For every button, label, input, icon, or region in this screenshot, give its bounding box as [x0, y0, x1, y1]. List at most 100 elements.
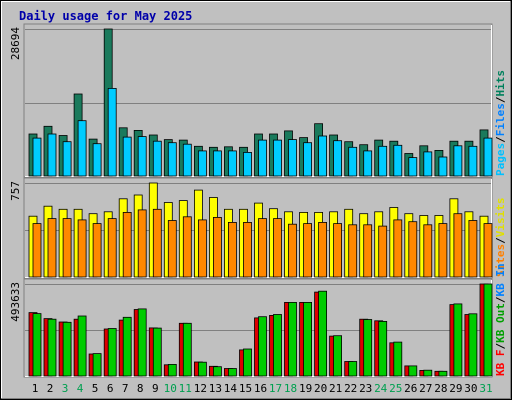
x-tick-label-day-17: 17	[269, 382, 282, 395]
panel-legend: Sites/Visits	[494, 198, 507, 278]
bar-sites-day-19	[303, 223, 313, 278]
x-tick-label-day-2: 2	[47, 382, 54, 395]
bar-kb-out-day-28	[438, 370, 448, 377]
x-tick-label-day-12: 12	[194, 382, 207, 395]
legend-entry: Sites	[494, 244, 507, 277]
bar-kb-out-day-14	[227, 368, 237, 377]
legend-entry: /	[494, 136, 507, 143]
bar-files-day-5	[92, 143, 102, 177]
bar-sites-day-17	[273, 218, 282, 278]
bar-kb-out-day-3	[62, 321, 72, 377]
bar-sites-day-14	[227, 221, 237, 278]
bar-sites-day-11	[182, 216, 192, 278]
legend-entry: /	[494, 237, 507, 244]
bar-kb-out-day-29	[453, 303, 463, 377]
bar-sites-day-25	[393, 219, 403, 278]
panel-y-max-label: 493633	[9, 282, 22, 322]
legend-entry: Visits	[494, 198, 507, 238]
bar-files-day-2	[47, 133, 57, 177]
bar-kb-out-day-13	[212, 366, 222, 377]
x-tick-label-day-19: 19	[299, 382, 312, 395]
bar-kb-out-day-20	[318, 290, 328, 377]
x-tick-label-day-24: 24	[374, 382, 388, 395]
bar-sites-day-12	[197, 219, 207, 278]
bar-kb-out-day-16	[258, 316, 267, 377]
bar-sites-day-31	[483, 223, 493, 278]
bar-kb-out-day-22	[348, 361, 358, 377]
x-tick-label-day-31: 31	[479, 382, 492, 395]
bar-files-day-13	[212, 150, 222, 177]
panel-visits-sites: 757 Sites/Visits	[9, 177, 507, 279]
x-tick-label-day-21: 21	[329, 382, 342, 395]
x-tick-label-day-23: 23	[359, 382, 372, 395]
panel-legend: Pages/Files/Hits	[494, 70, 507, 176]
bar-files-day-15	[243, 151, 252, 177]
legend-entry: /	[494, 343, 507, 350]
panel-y-max-label: 28694	[9, 27, 22, 60]
bar-files-day-30	[468, 145, 478, 177]
legend-entry: Hits	[494, 70, 507, 97]
x-tick-label-day-14: 14	[224, 382, 238, 395]
bar-sites-day-18	[288, 223, 297, 278]
bar-kb-out-day-27	[423, 369, 433, 377]
bar-sites-day-13	[212, 216, 222, 278]
bar-files-day-12	[197, 150, 207, 177]
x-tick-label-day-6: 6	[107, 382, 114, 395]
x-tick-label-day-20: 20	[314, 382, 327, 395]
bar-sites-day-5	[92, 223, 102, 278]
bar-kb-out-day-25	[393, 341, 403, 377]
panel-y-max-label: 757	[9, 181, 22, 201]
bar-kb-out-day-11	[182, 322, 192, 377]
x-tick-label-day-22: 22	[344, 382, 357, 395]
bar-kb-out-day-1	[32, 313, 42, 377]
bar-kb-out-day-5	[92, 353, 102, 377]
bar-files-day-22	[348, 146, 358, 177]
bar-sites-day-27	[423, 224, 433, 278]
bar-files-day-7	[122, 136, 132, 177]
bar-kb-out-day-4	[77, 315, 87, 377]
bar-kb-out-day-2	[47, 318, 57, 377]
x-tick-label-day-27: 27	[419, 382, 432, 395]
bar-files-day-31	[483, 137, 493, 177]
legend-entry: KB F	[494, 350, 507, 377]
bar-files-day-17	[273, 139, 282, 177]
legend-entry: KB Out	[494, 303, 507, 343]
bar-files-day-10	[167, 142, 177, 177]
x-tick-label-day-3: 3	[62, 382, 69, 395]
bar-sites-day-23	[363, 224, 373, 278]
chart-panels: 28694Pages/Files/Hits757Sites/Visits4936…	[9, 23, 507, 378]
bar-files-day-21	[333, 140, 343, 177]
bar-files-day-19	[303, 142, 313, 177]
bar-files-day-18	[288, 139, 297, 177]
bar-files-day-3	[62, 141, 72, 177]
bar-files-day-26	[408, 157, 418, 177]
bar-sites-day-21	[333, 223, 343, 278]
bar-sites-day-9	[152, 208, 162, 278]
bar-kb-out-day-31	[483, 283, 493, 377]
bar-kb-out-day-30	[468, 313, 478, 377]
bar-sites-day-7	[122, 211, 132, 278]
x-tick-label-day-16: 16	[254, 382, 267, 395]
x-tick-label-day-28: 28	[434, 382, 447, 395]
day-labels: 1 2 3 4 5 6 7 8 9 10 11 12 13 14 15 16 17 18 19 20 21 22 23 24 2…	[32, 382, 493, 395]
bar-sites-day-16	[258, 218, 267, 278]
x-tick-label-day-10: 10	[164, 382, 177, 395]
x-tick-label-day-4: 4	[77, 382, 84, 395]
bar-sites-day-4	[77, 219, 87, 278]
legend-entry: /	[494, 296, 507, 303]
bar-sites-day-29	[453, 213, 463, 278]
bar-kb-out-day-21	[333, 335, 343, 377]
bar-files-day-24	[378, 145, 388, 177]
bar-files-day-29	[453, 145, 463, 177]
bar-kb-out-day-9	[152, 327, 162, 377]
x-tick-label-day-25: 25	[389, 382, 402, 395]
x-tick-label-day-15: 15	[239, 382, 252, 395]
x-tick-label-day-30: 30	[464, 382, 477, 395]
bar-kb-out-day-12	[197, 361, 207, 377]
bar-sites-day-1	[32, 223, 42, 278]
legend-entry: /	[494, 96, 507, 103]
bar-kb-out-day-23	[363, 319, 373, 377]
bar-sites-day-6	[107, 218, 117, 278]
